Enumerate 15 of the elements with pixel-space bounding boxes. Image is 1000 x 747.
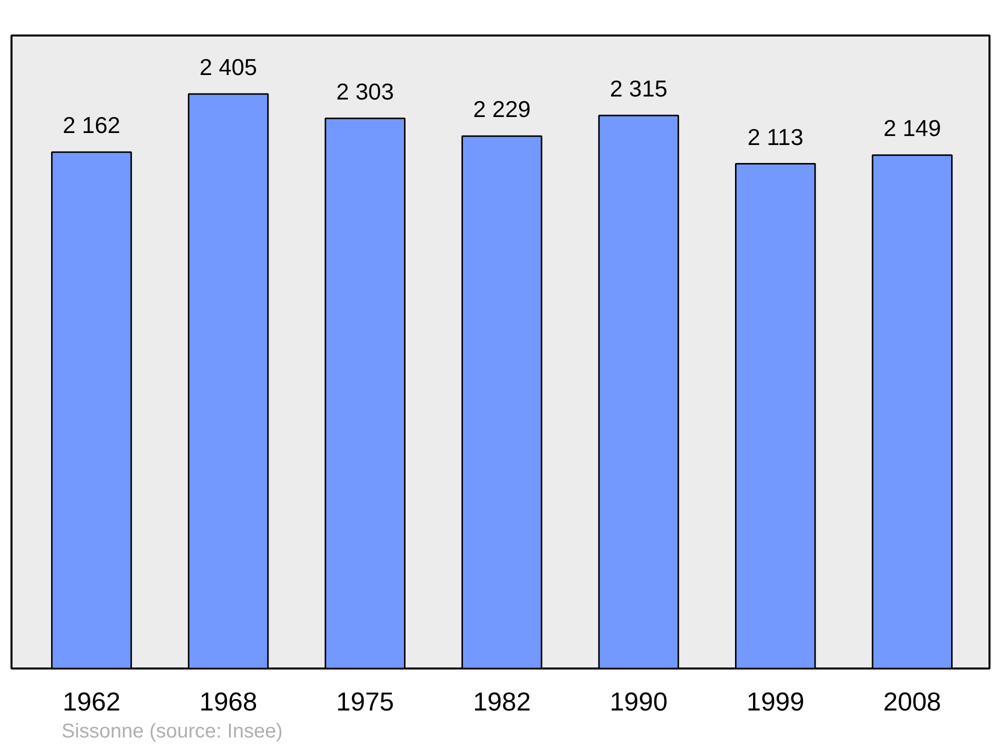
x-tick-label: 1962 xyxy=(62,686,120,716)
data-label: 2 229 xyxy=(473,96,531,122)
data-label: 2 162 xyxy=(62,112,120,138)
data-label: 2 113 xyxy=(748,124,804,150)
x-tick-label: 1999 xyxy=(746,686,804,716)
x-tick-label: 1975 xyxy=(336,686,394,716)
x-tick-label: 1990 xyxy=(610,686,668,716)
x-tick-label: 1982 xyxy=(472,686,531,716)
text: Sissonne (source: Insee) xyxy=(62,720,283,742)
x-tick-label: 1968 xyxy=(199,686,258,716)
data-label: 2 315 xyxy=(610,76,668,102)
x-tick-label: 2008 xyxy=(883,686,942,716)
data-label: 2 149 xyxy=(883,115,941,142)
data-label: 2 303 xyxy=(336,78,394,104)
data-label: 2 405 xyxy=(200,54,258,80)
